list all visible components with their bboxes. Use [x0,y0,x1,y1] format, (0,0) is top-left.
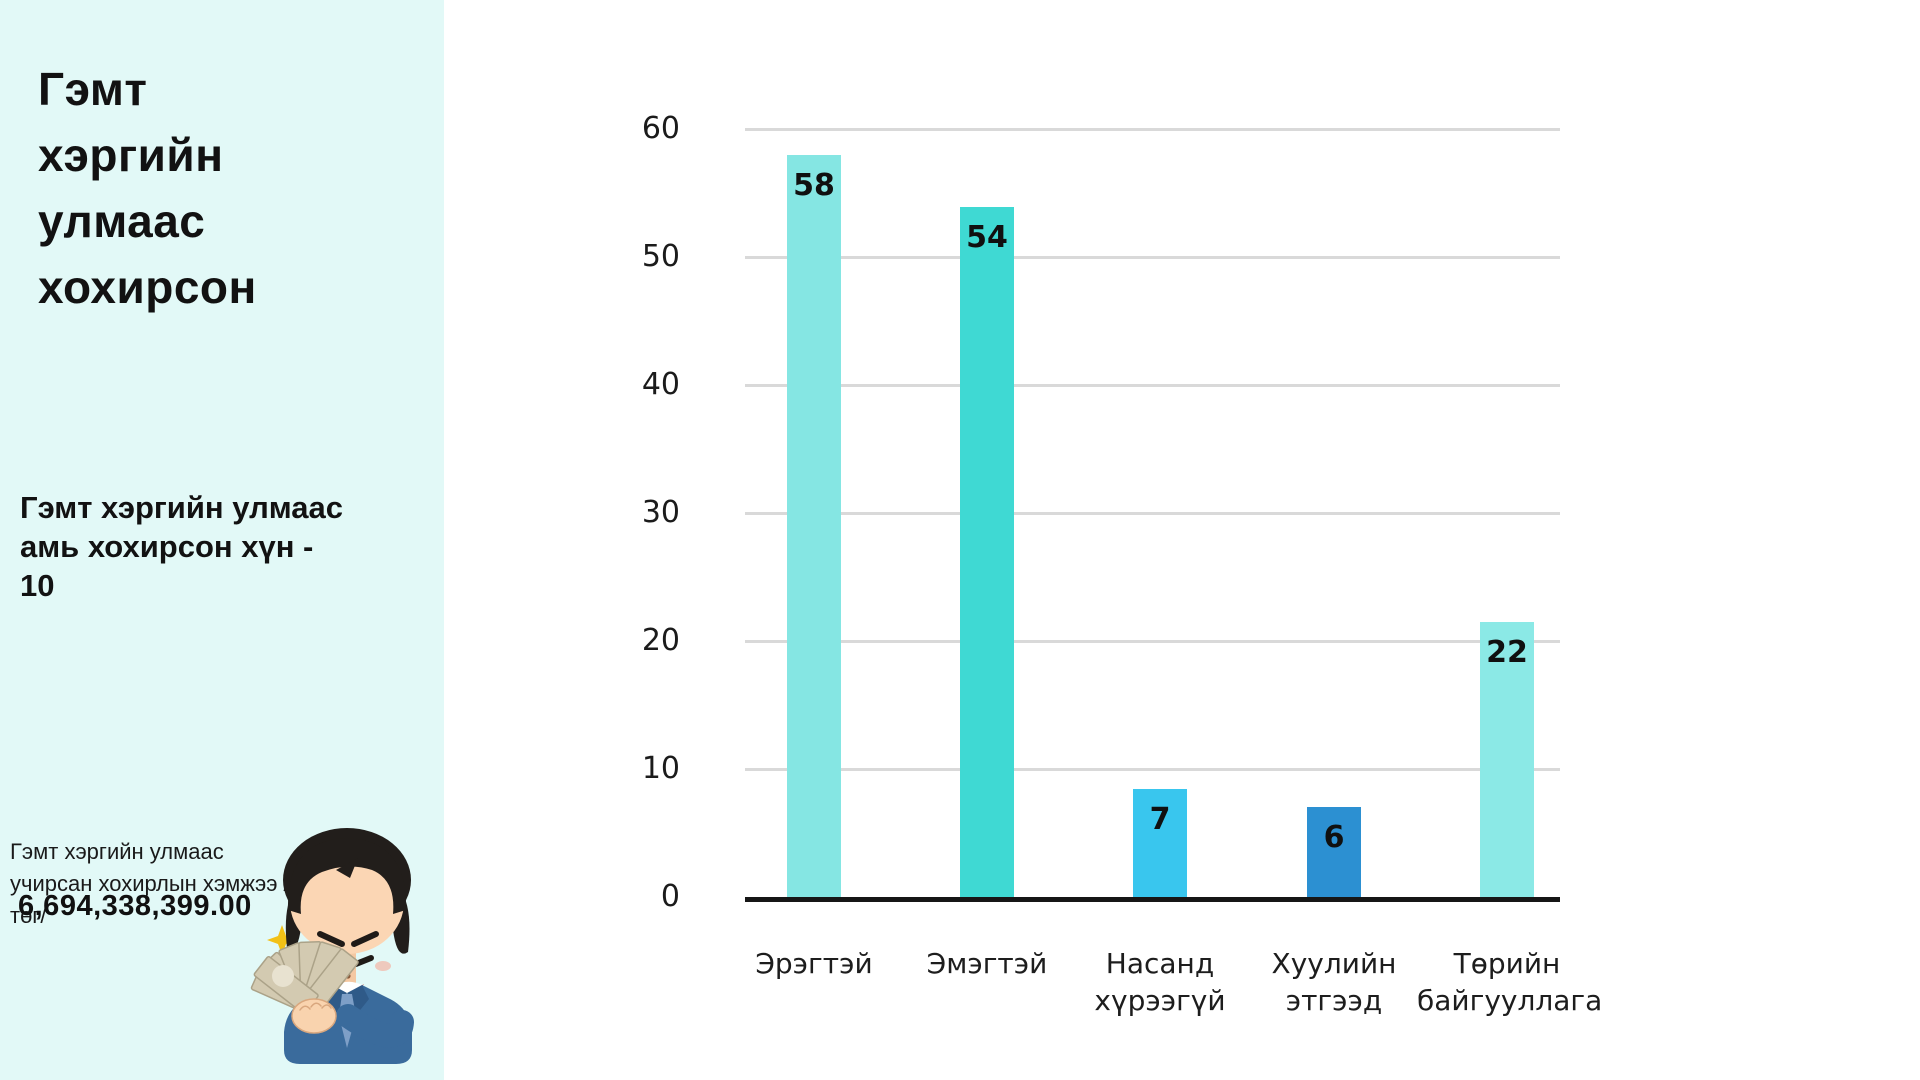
banknotes [250,940,359,1034]
loss-amount-label: Гэмт хэргийн улмаас учирсан хохирлын хэм… [10,839,290,928]
man-counting-money-illustration [250,828,414,1064]
chart-bar [1133,789,1187,897]
y-axis-tick-label: 40 [641,367,680,402]
bar-value-label: 58 [793,168,835,203]
chart-bar [1307,807,1361,897]
sidebar: Гэмт хэргийн улмаас хохирсон Гэмт хэргий… [0,0,444,1080]
y-axis-tick-label: 30 [641,495,680,530]
bar-value-label: 22 [1486,635,1528,670]
gridline [745,256,1560,259]
bar-value-label: 54 [966,220,1008,255]
gridline [745,384,1560,387]
x-axis-line [745,897,1560,902]
bar-value-label: 6 [1323,820,1345,855]
x-axis-label: Эрэгтэй [755,947,873,980]
gridline [745,128,1560,131]
y-axis-tick-label: 10 [641,751,680,786]
chart-bar [960,207,1014,897]
bar-value-label: 7 [1149,802,1171,837]
gridline [745,640,1560,643]
x-axis-label: Насанд хүрээгүй [1094,947,1226,1017]
x-axis-label: Эмэгтэй [926,947,1048,980]
y-axis-tick-label: 0 [660,879,680,914]
y-axis-tick-label: 20 [641,623,680,658]
deaths-subtitle: Гэмт хэргийн улмаас амь хохирсон хүн - 1… [20,490,344,603]
chart-bar [787,155,841,897]
page-title: Гэмт хэргийн улмаас хохирсон [38,63,257,313]
y-axis-tick-label: 60 [641,111,680,146]
gridline [745,768,1560,771]
x-axis-label: Төрийн байгууллага [1417,947,1603,1017]
x-axis-label: Хуулийн этгээд [1271,947,1397,1017]
y-axis-tick-label: 50 [641,239,680,274]
loss-amount-value: 6,694,338,399.00 [18,890,252,922]
gridline [745,512,1560,515]
chart-bar [1480,622,1534,897]
